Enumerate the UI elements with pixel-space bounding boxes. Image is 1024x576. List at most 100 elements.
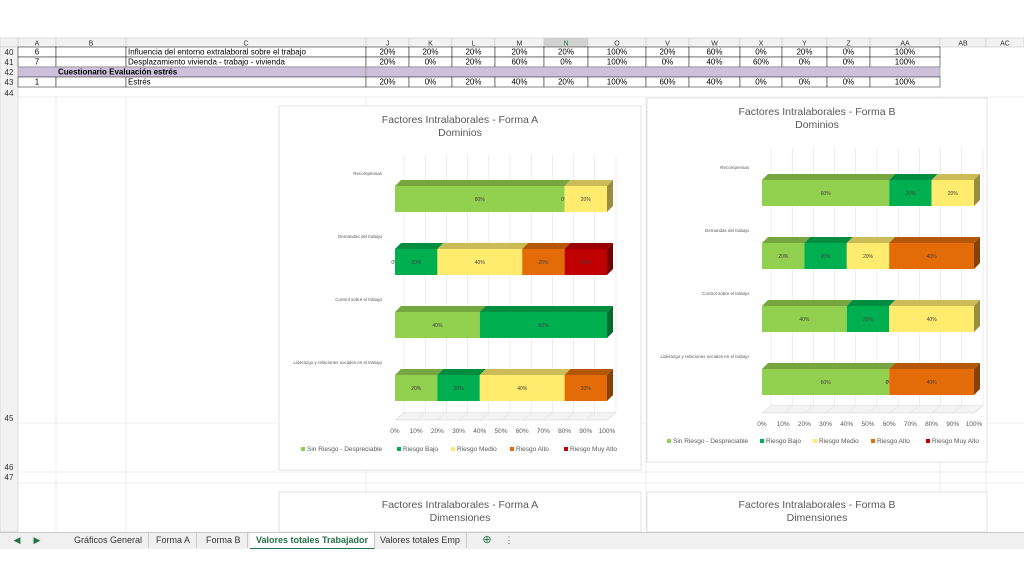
chart-dimensiones-forma-a[interactable]: Factores Intralaborales - Forma ADimensi… xyxy=(278,491,642,533)
data-label: 20% xyxy=(538,260,549,266)
value-text: 60% xyxy=(753,58,769,67)
gridline xyxy=(500,412,511,421)
chart-title: Factores Intralaborales - Forma B xyxy=(739,499,896,511)
column-label: V xyxy=(665,41,670,48)
bar-segment[interactable] xyxy=(846,306,890,332)
gridline xyxy=(952,405,962,414)
data-label: 20% xyxy=(905,191,916,197)
value-text: 20% xyxy=(465,48,481,57)
column-label: M xyxy=(517,41,523,48)
data-label: 40% xyxy=(799,317,810,323)
cell-c[interactable] xyxy=(125,76,367,88)
section-row: 42 Cuestionario Evaluación estrés xyxy=(5,66,941,78)
bar-segment[interactable] xyxy=(931,180,974,206)
bar-segment-top xyxy=(889,363,980,369)
cell-b[interactable] xyxy=(55,46,127,58)
column-label: O xyxy=(614,41,620,48)
bar-segment[interactable] xyxy=(437,375,480,401)
bar-segment-top xyxy=(479,306,613,312)
bar-segment[interactable] xyxy=(762,180,890,206)
bar-side xyxy=(974,363,980,395)
tick-label: 70% xyxy=(537,428,550,435)
value-cell[interactable] xyxy=(869,76,941,88)
data-label: 20% xyxy=(948,191,959,197)
column-label: AA xyxy=(900,41,910,48)
bar-segment-top xyxy=(762,363,896,369)
tab-forma-a[interactable]: Forma A xyxy=(150,533,198,548)
bar-segment[interactable] xyxy=(889,180,932,206)
bar-segment-top xyxy=(395,243,444,249)
chart-subtitle: Dimensiones xyxy=(787,512,848,524)
bar-segment[interactable] xyxy=(395,186,565,212)
bar-segment[interactable] xyxy=(889,306,974,332)
chart-forma-a[interactable]: Factores Intralaborales - Forma ADominio… xyxy=(278,105,642,471)
data-label: 20% xyxy=(863,317,874,323)
bar-segment[interactable] xyxy=(846,243,890,269)
value-text: 20% xyxy=(511,48,527,57)
row-header-column xyxy=(0,46,19,533)
row-number: 44 xyxy=(5,89,14,98)
value-text: 40% xyxy=(511,78,527,87)
bar-segment[interactable] xyxy=(762,369,890,395)
column-label: AB xyxy=(958,41,968,48)
bar-segment[interactable] xyxy=(564,249,607,275)
bar-segment[interactable] xyxy=(564,186,607,212)
column-label: K xyxy=(428,41,433,48)
gridline xyxy=(606,412,617,421)
bar-segment[interactable] xyxy=(889,243,974,269)
bar-segment-top xyxy=(437,243,529,249)
legend-swatch xyxy=(564,447,568,451)
bar-segment[interactable] xyxy=(395,375,438,401)
cell-b[interactable] xyxy=(55,56,127,68)
chart-area[interactable] xyxy=(278,491,642,533)
bar-segment[interactable] xyxy=(395,249,438,275)
data-label: 60% xyxy=(538,323,549,329)
chart-area[interactable] xyxy=(278,105,642,471)
column-header-ac[interactable] xyxy=(985,37,1024,48)
tab-forma-b[interactable]: Forma B xyxy=(200,533,248,548)
chart-area[interactable] xyxy=(646,97,988,463)
bar-segment-top xyxy=(889,174,938,180)
chart-area[interactable] xyxy=(646,491,988,533)
bar-segment[interactable] xyxy=(804,243,847,269)
tab-valores-totales-emp[interactable]: Valores totales Emp xyxy=(374,533,467,548)
bar-side xyxy=(607,180,613,212)
value-text: 100% xyxy=(607,78,627,87)
table-row: 43 1 Estrés 20% 0% 20% 40% 20% 100% 60% 40% 0% 0% 0% 1… xyxy=(5,76,941,88)
gridline xyxy=(564,412,574,421)
next-sheet-icon[interactable]: ▶ xyxy=(33,535,41,545)
legend-swatch xyxy=(510,447,514,451)
prev-sheet-icon[interactable]: ◀ xyxy=(13,535,21,545)
bar-segment[interactable] xyxy=(479,312,607,338)
bar-segment[interactable] xyxy=(762,306,847,332)
section-fill-cell[interactable] xyxy=(365,66,941,78)
bar-segment[interactable] xyxy=(564,375,607,401)
tick-label: 90% xyxy=(579,428,592,435)
bar-segment[interactable] xyxy=(522,249,565,275)
chart-forma-b[interactable]: Factores Intralaborales - Forma BDominio… xyxy=(646,97,988,463)
more-options-icon[interactable]: ⋮ xyxy=(504,535,514,545)
bar-segment-top xyxy=(479,369,571,375)
value-text: 20% xyxy=(465,78,481,87)
bar-segment-top xyxy=(846,300,896,306)
cell-b[interactable] xyxy=(55,76,127,88)
add-sheet-icon[interactable]: ⊕ xyxy=(482,534,492,546)
bar-segment[interactable] xyxy=(762,243,805,269)
column-label: C xyxy=(243,41,248,48)
bar-segment[interactable] xyxy=(889,369,974,395)
legend-label: Riesgo Medio xyxy=(819,438,859,445)
bar-segment[interactable] xyxy=(437,249,523,275)
select-all-corner[interactable] xyxy=(0,37,19,48)
bar-segment[interactable] xyxy=(395,312,480,338)
data-label: 20% xyxy=(454,386,465,392)
tab-graficos-general[interactable]: Gráficos General xyxy=(68,533,150,548)
value-text: 0% xyxy=(843,78,855,87)
bar-segment[interactable] xyxy=(479,375,565,401)
chart-dimensiones-forma-b[interactable]: Factores Intralaborales - Forma BDimensi… xyxy=(646,491,988,533)
value-text: 20% xyxy=(465,58,481,67)
value-text: 0% xyxy=(560,58,572,67)
tab-valores-totales-trabajador[interactable]: Valores totales Trabajador xyxy=(250,533,376,550)
tick-label: 100% xyxy=(599,428,616,435)
status-strip xyxy=(0,549,1024,576)
